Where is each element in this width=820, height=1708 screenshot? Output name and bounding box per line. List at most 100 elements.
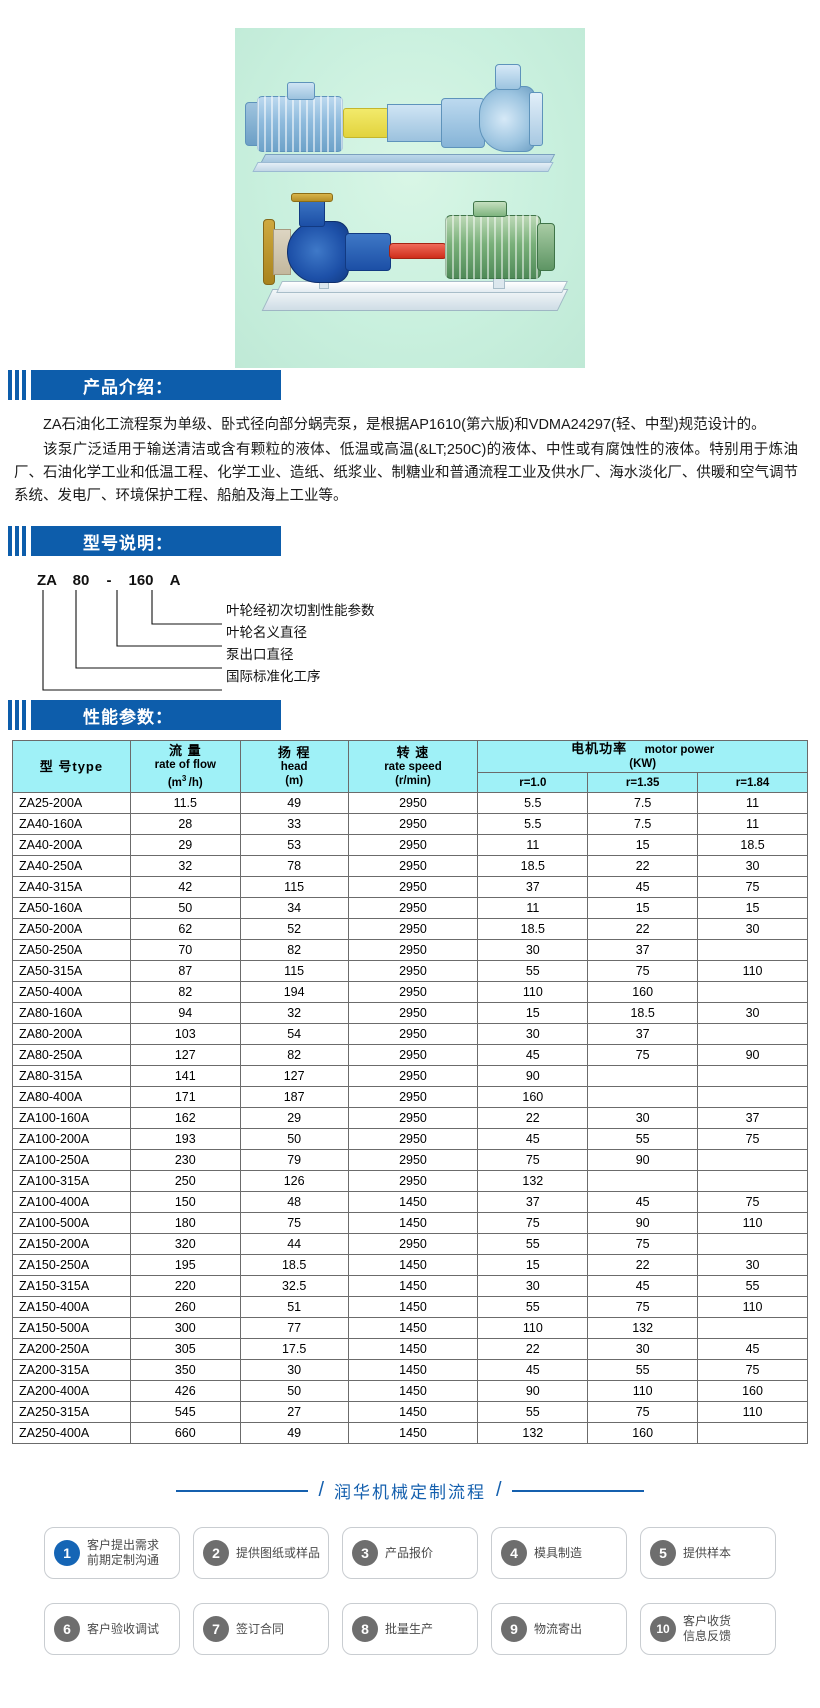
cell-p10: 55 — [477, 960, 589, 982]
cell-speed: 2950 — [347, 1065, 479, 1087]
accent-bars-icon — [8, 526, 26, 556]
bearing-housing-lower — [345, 233, 391, 271]
process-step[interactable]: 5 提供样本 — [640, 1527, 776, 1579]
process-step-number: 1 — [54, 1540, 80, 1566]
cell-p10: 55 — [477, 1233, 589, 1255]
table-row: ZA100-160A 162 29 2950 22 30 37 — [12, 1107, 808, 1129]
cell-p10: 37 — [477, 1191, 589, 1213]
cell-p184: 30 — [697, 1254, 808, 1276]
cell-p135: 30 — [587, 1107, 699, 1129]
cell-flow: 180 — [129, 1212, 241, 1234]
custom-process-title: / 润华机械定制流程 / — [0, 1478, 820, 1503]
cell-model: ZA100-500A — [12, 1212, 131, 1234]
process-step[interactable]: 6 客户验收调试 — [44, 1603, 180, 1655]
cell-p135: 45 — [587, 1191, 699, 1213]
th-power-cn: 电机功率 — [571, 741, 628, 756]
section-header-performance: 性能参数： — [8, 700, 820, 730]
cell-p135: 22 — [587, 1254, 699, 1276]
table-row: ZA100-250A 230 79 2950 75 90 — [12, 1149, 808, 1171]
cell-p10: 132 — [477, 1422, 589, 1444]
cell-head: 79 — [239, 1149, 349, 1171]
cell-speed: 2950 — [347, 1044, 479, 1066]
cell-model: ZA80-160A — [12, 1002, 131, 1024]
cell-head: 127 — [239, 1065, 349, 1087]
cell-flow: 50 — [129, 897, 241, 919]
th-flow-cn: 流 量 — [168, 742, 202, 758]
cell-speed: 2950 — [347, 1002, 479, 1024]
cell-speed: 1450 — [347, 1359, 479, 1381]
cell-p10: 5.5 — [477, 813, 589, 835]
pump-volute-upper — [479, 86, 535, 152]
cell-p10: 75 — [477, 1212, 589, 1234]
process-step[interactable]: 4 模具制造 — [491, 1527, 627, 1579]
cell-flow: 230 — [129, 1149, 241, 1171]
cell-p184: 30 — [697, 918, 808, 940]
cell-speed: 2950 — [347, 834, 479, 856]
cell-speed: 1450 — [347, 1275, 479, 1297]
cell-p10: 45 — [477, 1128, 589, 1150]
cell-p10: 90 — [477, 1380, 589, 1402]
model-code-outlet: 80 — [72, 572, 90, 589]
cell-head: 78 — [239, 855, 349, 877]
cell-p184: 15 — [697, 897, 808, 919]
cell-head: 27 — [239, 1401, 349, 1423]
cell-p10: 30 — [477, 1023, 589, 1045]
performance-table-wrap: 型 号type 流 量 rate of flow (m3 /h) 扬 程 hea… — [0, 730, 820, 1444]
cell-p10: 90 — [477, 1065, 589, 1087]
cell-speed: 2950 — [347, 918, 479, 940]
cell-p135: 160 — [587, 981, 699, 1003]
process-step-label: 客户提出需求 前期定制沟通 — [87, 1538, 160, 1567]
table-row: ZA250-400A 660 49 1450 132 160 — [12, 1422, 808, 1444]
skid-top-upper — [252, 162, 554, 172]
discharge-flange-lower — [291, 193, 333, 202]
th-power-r135: r=1.35 — [587, 772, 699, 793]
process-step[interactable]: 7 签订合同 — [193, 1603, 329, 1655]
cell-speed: 2950 — [347, 939, 479, 961]
cell-p135: 75 — [587, 960, 699, 982]
process-step[interactable]: 8 批量生产 — [342, 1603, 478, 1655]
cell-head: 33 — [239, 813, 349, 835]
process-step[interactable]: 9 物流寄出 — [491, 1603, 627, 1655]
process-step[interactable]: 3 产品报价 — [342, 1527, 478, 1579]
cell-head: 49 — [239, 1422, 349, 1444]
cell-p10: 11 — [477, 834, 589, 856]
cell-speed: 2950 — [347, 1233, 479, 1255]
cell-model: ZA200-250A — [12, 1338, 131, 1360]
cell-p184: 18.5 — [697, 834, 808, 856]
cell-p135 — [587, 1170, 699, 1192]
cell-head: 18.5 — [239, 1254, 349, 1276]
suction-flange-upper — [529, 92, 543, 146]
table-row: ZA50-160A 50 34 2950 11 15 15 — [12, 897, 808, 919]
cell-p10: 30 — [477, 939, 589, 961]
model-heading-text: 型号说明： — [83, 533, 173, 553]
process-step-label: 模具制造 — [534, 1545, 583, 1560]
th-model-label: 型 号type — [39, 758, 104, 774]
cell-p10: 15 — [477, 1002, 589, 1024]
table-row: ZA80-250A 127 82 2950 45 75 90 — [12, 1044, 808, 1066]
cell-flow: 300 — [129, 1317, 241, 1339]
process-step[interactable]: 1 客户提出需求 前期定制沟通 — [44, 1527, 180, 1579]
cell-speed: 1450 — [347, 1317, 479, 1339]
cell-flow: 94 — [129, 1002, 241, 1024]
th-speed-en: rate speed — [384, 760, 442, 773]
performance-table: 型 号type 流 量 rate of flow (m3 /h) 扬 程 hea… — [12, 740, 808, 1444]
cell-p184 — [697, 981, 808, 1003]
heading-band-performance: 性能参数： — [31, 700, 281, 730]
cell-flow: 320 — [129, 1233, 241, 1255]
cell-p184: 90 — [697, 1044, 808, 1066]
cell-flow: 171 — [129, 1086, 241, 1108]
cell-flow: 305 — [129, 1338, 241, 1360]
cell-flow: 62 — [129, 918, 241, 940]
cell-model: ZA250-400A — [12, 1422, 131, 1444]
table-row: ZA50-200A 62 52 2950 18.5 22 30 — [12, 918, 808, 940]
process-step[interactable]: 10 客户收货 信息反馈 — [640, 1603, 776, 1655]
process-step-number: 5 — [650, 1540, 676, 1566]
cell-p135: 75 — [587, 1233, 699, 1255]
model-code-dash: - — [106, 572, 112, 589]
cell-speed: 1450 — [347, 1422, 479, 1444]
cell-speed: 2950 — [347, 960, 479, 982]
slash-right-icon: / — [496, 1479, 502, 1501]
process-step[interactable]: 2 提供图纸或样品 — [193, 1527, 329, 1579]
performance-table-body: ZA25-200A 11.5 49 2950 5.5 7.5 11 ZA40-160A 28 33… — [12, 792, 808, 1444]
cell-flow: 426 — [129, 1380, 241, 1402]
